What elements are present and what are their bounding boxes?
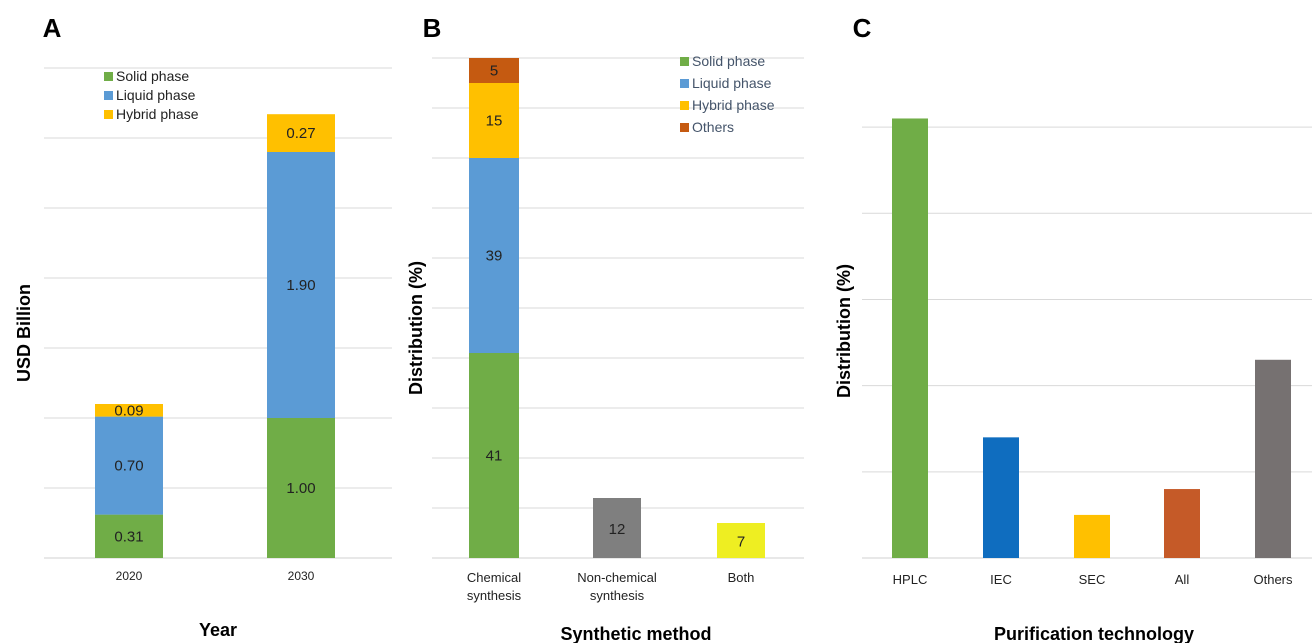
x-tick-label: Chemical — [467, 570, 521, 585]
data-label: 5 — [490, 63, 498, 80]
panel-letter: B — [423, 13, 442, 43]
legend-label: Solid phase — [692, 53, 765, 69]
panel-b: B 41 39 15 5 12 7 Chemical synthesis Non-chemical… — [406, 13, 804, 643]
bar — [593, 498, 641, 558]
bar-segment — [267, 152, 335, 418]
bar-segment — [469, 58, 519, 83]
x-tick-label: IEC — [990, 572, 1012, 587]
data-label: 0.70 — [114, 458, 143, 475]
x-axis-title: Year — [199, 620, 237, 640]
data-label: 15 — [486, 113, 503, 130]
x-tick-label: SEC — [1079, 572, 1106, 587]
bar — [892, 118, 928, 559]
x-tick-label: 2020 — [116, 569, 143, 583]
legend-swatch — [104, 91, 113, 100]
bar-segment — [469, 83, 519, 158]
data-label: 1.90 — [286, 277, 315, 294]
data-label: 0.31 — [114, 528, 143, 545]
legend-swatch — [680, 79, 689, 88]
data-label: 12 — [609, 521, 626, 538]
data-label: 39 — [486, 248, 503, 265]
panel-a: A 0.31 0.70 0.09 2020 1.00 1.90 0.27 2030 Solid p… — [14, 13, 392, 640]
legend-swatch — [680, 123, 689, 132]
x-axis-title: Synthetic method — [560, 624, 711, 643]
legend-label: Hybrid phase — [692, 97, 775, 113]
bar-segment — [267, 114, 335, 152]
legend-label: Liquid phase — [692, 75, 772, 91]
x-tick-label: Others — [1253, 572, 1293, 587]
bar-segment — [469, 353, 519, 558]
x-tick-label: 2030 — [288, 569, 315, 583]
bar-segment — [95, 416, 163, 515]
x-tick-label: Non-chemical — [577, 570, 657, 585]
panel-letter: C — [853, 13, 872, 43]
x-tick-label: synthesis — [590, 588, 645, 603]
x-tick-label: synthesis — [467, 588, 522, 603]
data-label: 1.00 — [286, 480, 315, 497]
legend-label: Others — [692, 119, 734, 135]
legend-label: Liquid phase — [116, 87, 196, 103]
legend-label: Hybrid phase — [116, 106, 199, 122]
legend-label: Solid phase — [116, 68, 189, 84]
legend-swatch — [680, 101, 689, 110]
bar-segment — [267, 418, 335, 558]
bar — [983, 437, 1019, 558]
legend-swatch — [680, 57, 689, 66]
x-tick-label: Both — [728, 570, 755, 585]
legend-swatch — [104, 72, 113, 81]
bar — [717, 523, 765, 558]
x-axis-title: Purification technology — [994, 624, 1194, 643]
panel-letter: A — [43, 13, 62, 43]
bar-segment — [95, 404, 163, 417]
x-tick-label: All — [1175, 572, 1190, 587]
panel-c: C HPLC IEC SEC All Others Distribution (%) Puri… — [834, 13, 1312, 643]
y-axis-title: USD Billion — [14, 284, 34, 382]
data-label: 41 — [486, 448, 503, 465]
y-axis-title: Distribution (%) — [406, 261, 426, 395]
bar-segment — [469, 158, 519, 353]
bar — [1074, 514, 1110, 558]
bar — [1164, 489, 1200, 558]
bar — [1255, 359, 1291, 558]
x-tick-label: HPLC — [893, 572, 928, 587]
bar-segment — [95, 514, 163, 558]
data-label: 0.27 — [286, 125, 315, 142]
data-label: 7 — [737, 534, 745, 551]
data-label: 0.09 — [114, 402, 143, 419]
y-axis-title: Distribution (%) — [834, 264, 854, 398]
legend-swatch — [104, 110, 113, 119]
